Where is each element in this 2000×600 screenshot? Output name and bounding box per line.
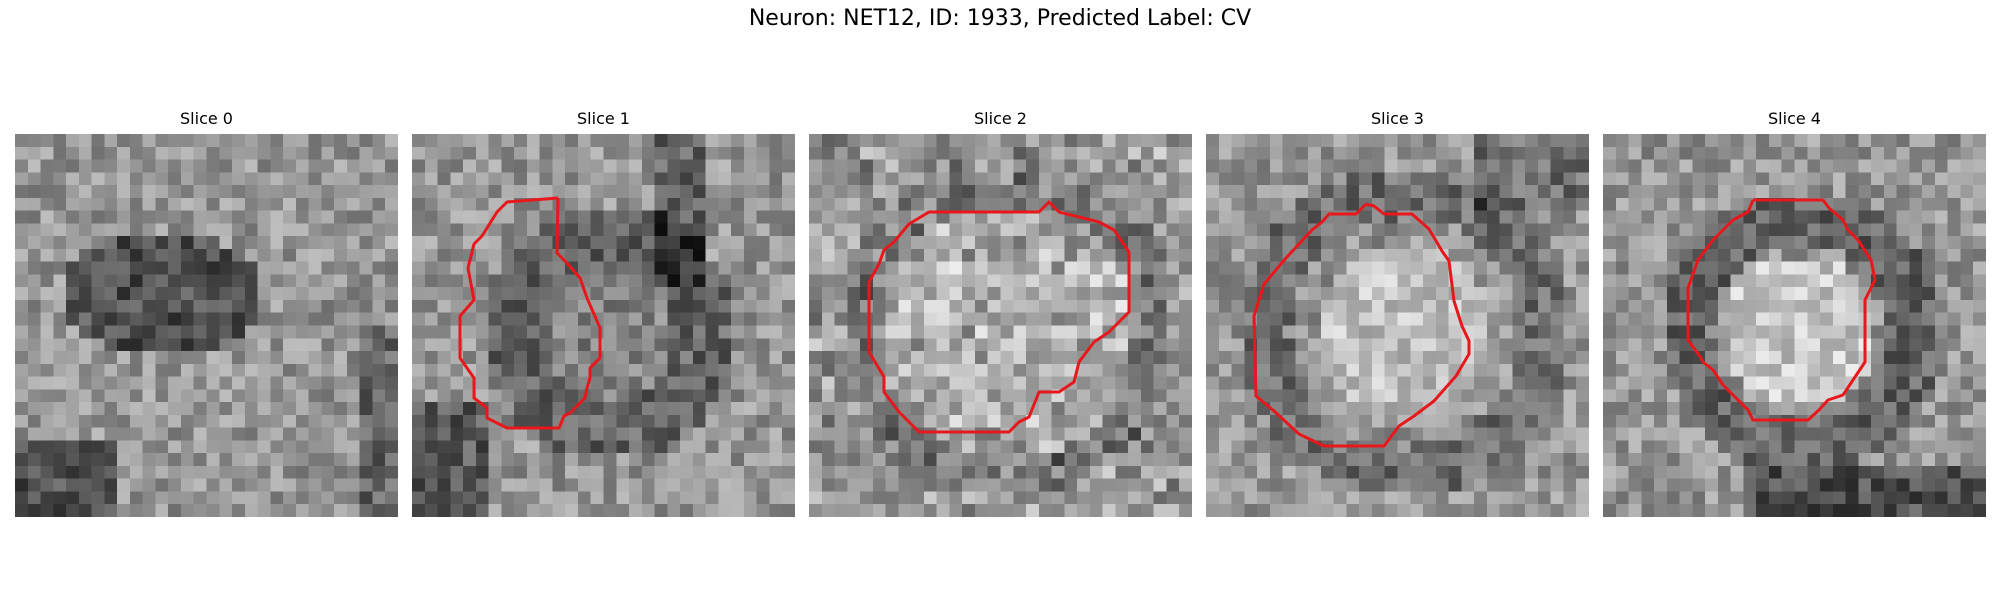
slice-panel-2: Slice 2 [809, 108, 1192, 517]
segmentation-contour [458, 196, 602, 430]
slice-panel-3: Slice 3 [1206, 108, 1589, 517]
figure-title: Neuron: NET12, ID: 1933, Predicted Label… [748, 6, 1252, 31]
slice-image [15, 134, 398, 517]
slice-panel-0: Slice 0 [15, 108, 398, 517]
segmentation-contour [1252, 202, 1471, 448]
slice-title: Slice 2 [974, 109, 1027, 128]
slice-image [412, 134, 795, 517]
segmentation-contour [867, 200, 1131, 434]
slice-image [1603, 134, 1986, 517]
slice-title: Slice 1 [577, 109, 630, 128]
slice-panel-4: Slice 4 [1603, 108, 1986, 517]
slice-image [1206, 134, 1589, 517]
slice-pixels [1206, 134, 1589, 517]
slice-pixels [15, 134, 398, 517]
slice-title: Slice 0 [180, 109, 233, 128]
slice-panel-1: Slice 1 [412, 108, 795, 517]
slice-title: Slice 4 [1768, 109, 1821, 128]
slice-pixels [809, 134, 1192, 517]
slice-pixels [412, 134, 795, 517]
slice-pixels [1603, 134, 1986, 517]
slice-image [809, 134, 1192, 517]
slice-title: Slice 3 [1371, 109, 1424, 128]
segmentation-contour [1686, 198, 1877, 422]
